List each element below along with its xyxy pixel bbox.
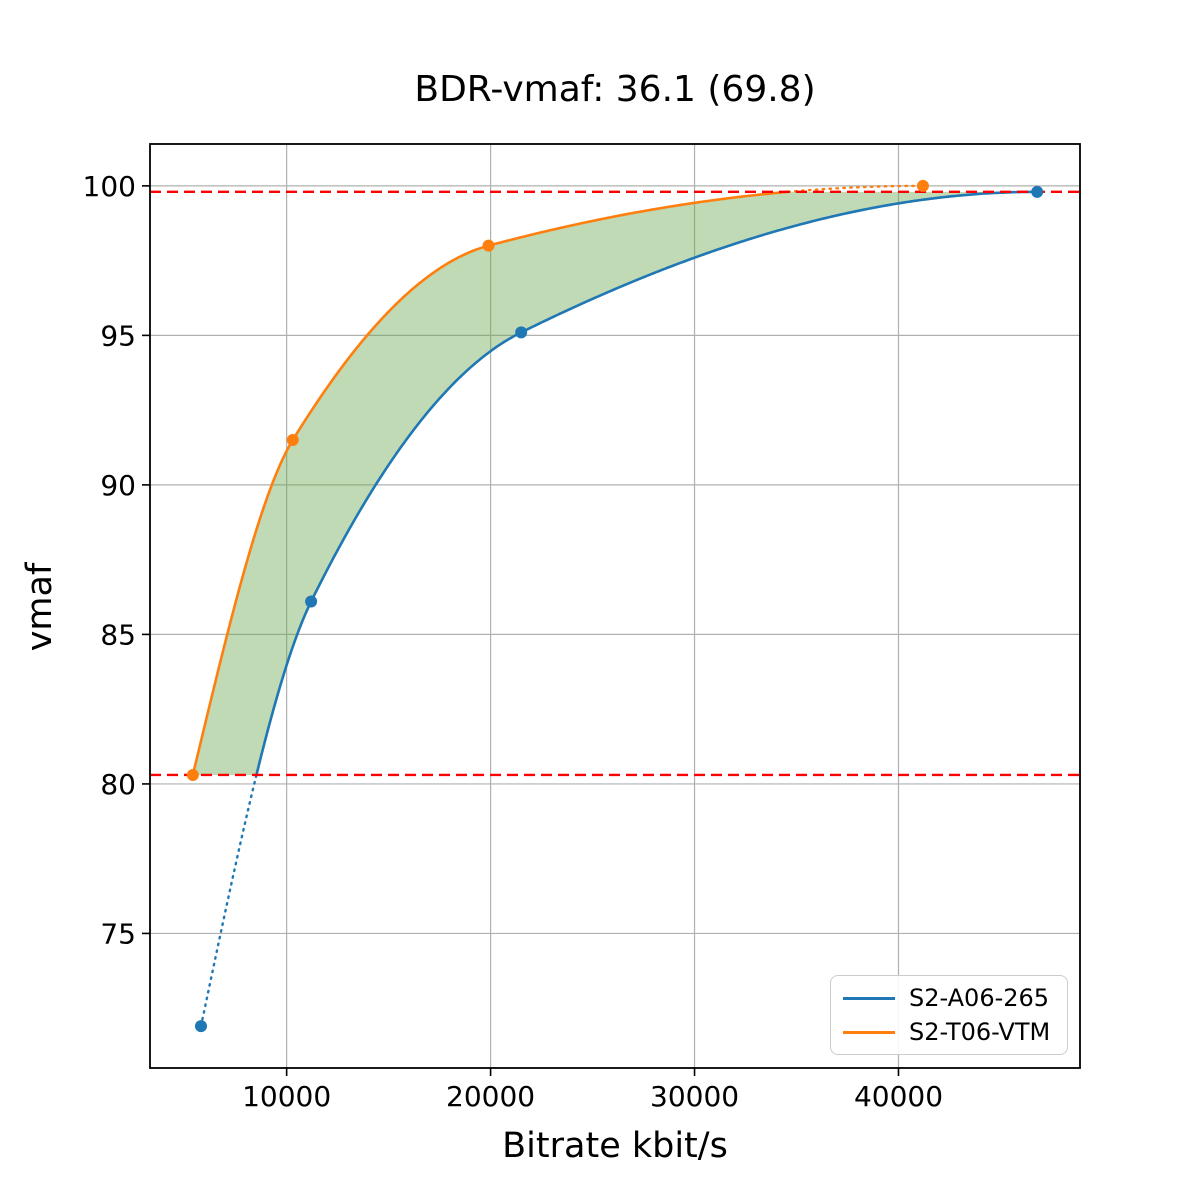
data-point-marker xyxy=(1031,185,1044,198)
series-line-dotted xyxy=(787,184,925,194)
y-tick-label: 85 xyxy=(100,618,136,651)
y-tick-label: 75 xyxy=(100,917,136,950)
data-point-marker xyxy=(515,326,528,339)
plot-border xyxy=(149,143,1081,1069)
series-line-dotted xyxy=(199,773,258,1028)
y-tick-label: 95 xyxy=(100,319,136,352)
x-axis-label: Bitrate kbit/s xyxy=(502,1126,728,1166)
x-tick-label: 40000 xyxy=(854,1080,943,1113)
x-tick-label: 10000 xyxy=(242,1080,331,1113)
y-tick-label: 90 xyxy=(100,469,136,502)
series-line xyxy=(255,190,1038,776)
data-point-marker xyxy=(916,179,929,192)
y-tick-label: 80 xyxy=(100,768,136,801)
chart-title: BDR-vmaf: 36.1 (69.8) xyxy=(414,69,816,110)
x-tick-label: 30000 xyxy=(650,1080,739,1113)
data-point-marker xyxy=(305,595,318,608)
bd-shaded-region xyxy=(192,191,1038,775)
x-tick-label: 20000 xyxy=(446,1080,535,1113)
data-point-marker xyxy=(186,768,199,781)
legend-item: S2-T06-VTM xyxy=(843,1020,1067,1044)
data-point-marker xyxy=(194,1020,207,1033)
legend-label: S2-T06-VTM xyxy=(909,1018,1051,1046)
legend-label: S2-A06-265 xyxy=(909,984,1050,1012)
legend-line-sample xyxy=(843,996,895,1000)
legend-item: S2-A06-265 xyxy=(843,986,1067,1010)
y-tick-label: 100 xyxy=(83,170,136,203)
data-point-marker xyxy=(286,434,299,447)
legend: S2-A06-265 S2-T06-VTM xyxy=(830,975,1068,1055)
y-axis-label: vmaf xyxy=(20,562,60,652)
legend-line-sample xyxy=(843,1030,895,1034)
data-point-marker xyxy=(482,239,495,252)
